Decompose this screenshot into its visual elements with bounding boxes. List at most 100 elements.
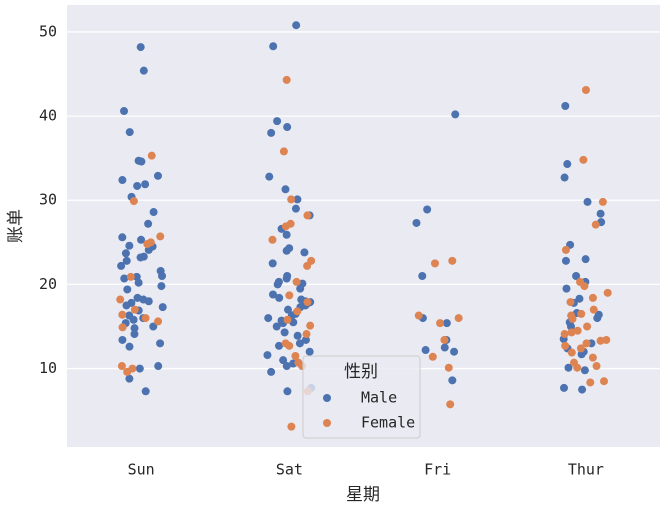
point (117, 362, 126, 371)
point (144, 297, 153, 306)
point (448, 256, 457, 265)
point (306, 321, 315, 330)
point (137, 157, 146, 166)
point (560, 173, 569, 182)
point (129, 197, 138, 206)
point (282, 246, 291, 255)
point (156, 339, 165, 348)
point (566, 298, 575, 307)
point (126, 272, 135, 281)
point (158, 271, 167, 280)
legend-label: Female (361, 414, 415, 432)
point (583, 322, 592, 331)
y-tick-label: 20 (39, 275, 57, 293)
point (561, 341, 570, 350)
point (125, 342, 134, 351)
point (287, 422, 296, 431)
point (283, 387, 292, 396)
point (136, 43, 145, 52)
point (589, 305, 598, 314)
point (598, 197, 607, 206)
point (285, 341, 294, 350)
point (579, 155, 588, 164)
point (580, 282, 589, 291)
point (292, 21, 301, 30)
point (125, 128, 134, 137)
point (573, 363, 582, 372)
point (418, 271, 427, 280)
point (566, 322, 575, 331)
point (132, 272, 141, 281)
point (451, 110, 460, 119)
point (122, 301, 131, 310)
point (282, 362, 291, 371)
point (147, 151, 156, 160)
point (588, 293, 597, 302)
point (269, 42, 278, 51)
point (121, 249, 130, 258)
point (582, 339, 591, 348)
point (283, 123, 292, 132)
point (282, 230, 291, 239)
point (273, 280, 282, 289)
point (268, 235, 277, 244)
point (562, 284, 571, 293)
point (423, 205, 432, 214)
point (279, 147, 288, 156)
point (265, 172, 274, 181)
point (603, 288, 612, 297)
y-tick-label: 10 (39, 359, 57, 377)
point (307, 256, 316, 265)
point (125, 241, 134, 250)
point (442, 319, 451, 328)
point (577, 309, 586, 318)
point (141, 180, 150, 189)
point (280, 328, 289, 337)
point (285, 291, 294, 300)
point (564, 363, 573, 372)
point (137, 235, 146, 244)
point (573, 326, 582, 335)
point (593, 314, 602, 323)
point (302, 330, 311, 339)
x-tick-label: Thur (568, 461, 604, 479)
point (273, 117, 282, 126)
point (586, 378, 595, 387)
point (301, 335, 310, 344)
point (141, 387, 150, 396)
point (120, 274, 129, 283)
point (279, 356, 288, 365)
point (149, 322, 158, 331)
point (448, 376, 457, 385)
point (561, 101, 570, 110)
point (267, 128, 276, 137)
point (274, 341, 283, 350)
point (561, 245, 570, 254)
point (135, 364, 144, 373)
point (596, 209, 605, 218)
point (454, 314, 463, 323)
x-axis-label: 星期 (346, 485, 380, 505)
y-tick-label: 50 (39, 22, 57, 40)
point (129, 315, 138, 324)
x-tick-label: Fri (424, 461, 451, 479)
point (412, 218, 421, 227)
point (118, 233, 127, 242)
point (272, 322, 281, 331)
legend-title: 性别 (344, 362, 378, 382)
point (588, 353, 597, 362)
point (295, 339, 304, 348)
point (293, 195, 302, 204)
point (430, 259, 439, 268)
point (153, 171, 162, 180)
point (440, 343, 449, 352)
point (291, 204, 300, 213)
point (592, 362, 601, 371)
point (591, 220, 600, 229)
point (123, 285, 132, 294)
point (293, 331, 302, 340)
x-tick-label: Sun (128, 461, 155, 479)
point (583, 197, 592, 206)
point (578, 385, 587, 394)
